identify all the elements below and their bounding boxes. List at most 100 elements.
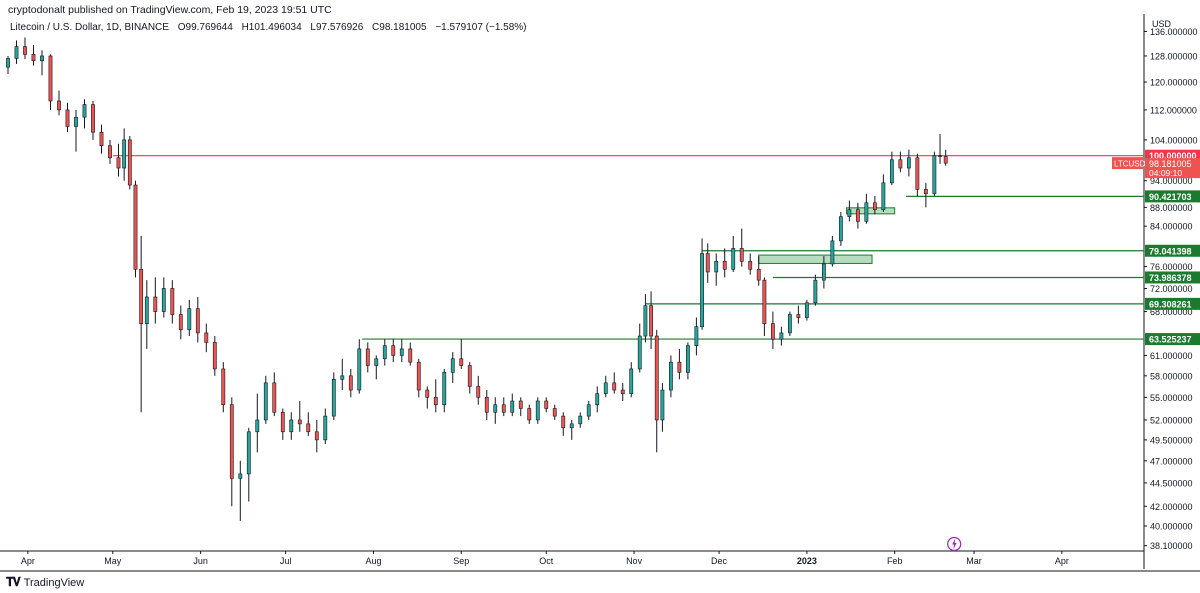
candle-body-up xyxy=(830,240,835,265)
candle xyxy=(6,55,10,75)
candle-body-up xyxy=(821,263,826,281)
candle xyxy=(569,419,574,440)
candle xyxy=(348,368,353,398)
candle xyxy=(246,427,251,502)
support-label: 90.421703 xyxy=(1149,192,1192,202)
candle xyxy=(762,277,767,337)
candle-body-down xyxy=(915,157,920,190)
candle-body-up xyxy=(374,358,379,366)
candle-body-down xyxy=(762,279,767,324)
candle xyxy=(116,143,121,177)
candle-body-down xyxy=(476,386,481,398)
candle xyxy=(796,305,801,324)
y-tick-label: 55.000000 xyxy=(1150,393,1193,403)
candle-body-down xyxy=(501,404,506,413)
candle-body-up xyxy=(14,46,19,59)
support-label-bg xyxy=(1145,333,1200,346)
candle xyxy=(518,397,523,417)
candle xyxy=(748,253,753,275)
candle xyxy=(855,202,860,229)
candle-body-down xyxy=(722,261,727,270)
candle xyxy=(943,149,948,166)
candle xyxy=(48,54,53,110)
y-tick-label: 94.000000 xyxy=(1150,176,1193,186)
candle xyxy=(382,339,387,366)
legend-symbol: Litecoin / U.S. Dollar, 1D, BINANCE xyxy=(10,22,169,33)
candle xyxy=(578,412,583,428)
y-tick-label: 72.000000 xyxy=(1150,284,1193,294)
candle xyxy=(649,291,653,349)
candle-body-down xyxy=(677,361,682,373)
legend-open: O99.769644 xyxy=(177,22,233,33)
y-tick-label: 68.000000 xyxy=(1150,307,1193,317)
candle xyxy=(872,196,877,215)
candle-body-down xyxy=(91,104,95,133)
support-zone xyxy=(846,207,896,215)
symbol-tag-bg xyxy=(1112,157,1143,170)
candle xyxy=(527,404,532,424)
x-tick-label: May xyxy=(104,556,122,566)
candle-body-down xyxy=(23,46,27,55)
candle xyxy=(323,408,328,444)
tradingview-footer[interactable]: 𝐓𝐕 TradingView xyxy=(6,575,84,590)
candle xyxy=(938,134,942,164)
resistance-label: 100.000000 xyxy=(1149,151,1197,161)
candle-body-up xyxy=(603,382,608,394)
candle xyxy=(544,397,549,413)
y-tick-label: 136.000000 xyxy=(1150,27,1198,37)
y-tick-label: 128.000000 xyxy=(1150,51,1198,61)
candle-body-down xyxy=(756,268,761,281)
candle xyxy=(779,326,784,346)
candle-body-down xyxy=(612,382,617,391)
candle xyxy=(204,323,209,353)
candle xyxy=(493,397,498,424)
candle-body-up xyxy=(637,335,642,370)
candle-body-up xyxy=(731,248,736,270)
candle-body-up xyxy=(255,419,260,433)
candle-body-up xyxy=(187,308,192,331)
candle xyxy=(91,100,95,140)
candle-body-up xyxy=(813,279,818,304)
candle-body-up xyxy=(714,261,719,273)
candle xyxy=(178,305,183,340)
candle-body-down xyxy=(770,323,775,340)
candle xyxy=(906,149,911,177)
y-tick-label: 112.000000 xyxy=(1150,105,1197,115)
candle-body-up xyxy=(847,209,852,217)
candle xyxy=(331,372,336,420)
candle-body-up xyxy=(535,400,540,421)
candle-body-up xyxy=(399,348,404,356)
candle-body-up xyxy=(289,419,294,433)
legend-change: −1.579107 (−1.58%) xyxy=(435,22,527,33)
candle-body-down xyxy=(297,419,302,425)
candle-body-up xyxy=(906,157,911,169)
y-tick-label: 58.000000 xyxy=(1150,371,1193,381)
candle xyxy=(425,386,430,409)
candle xyxy=(677,348,682,380)
candle xyxy=(535,397,540,424)
legend-high: H101.496034 xyxy=(241,22,302,33)
candle xyxy=(705,243,710,283)
candle-body-up xyxy=(161,288,166,312)
candle xyxy=(357,339,362,394)
candle-body-down xyxy=(65,109,70,127)
support-label-bg xyxy=(1145,244,1200,257)
candle xyxy=(898,151,903,173)
candle-body-up xyxy=(74,116,78,127)
candle-body-up xyxy=(382,345,387,360)
candle-body-up xyxy=(932,155,937,195)
candle xyxy=(561,412,566,436)
y-tick-label: 52.000000 xyxy=(1150,415,1193,425)
candle xyxy=(847,200,852,222)
candle xyxy=(416,358,421,398)
candle xyxy=(127,135,132,190)
candle xyxy=(450,352,455,383)
candle xyxy=(654,329,659,453)
candle xyxy=(433,379,438,413)
candle-body-down xyxy=(127,139,132,186)
candle xyxy=(813,274,818,306)
candle-body-up xyxy=(700,253,704,327)
candle-body-down xyxy=(425,389,430,398)
candle-body-down xyxy=(416,361,421,391)
